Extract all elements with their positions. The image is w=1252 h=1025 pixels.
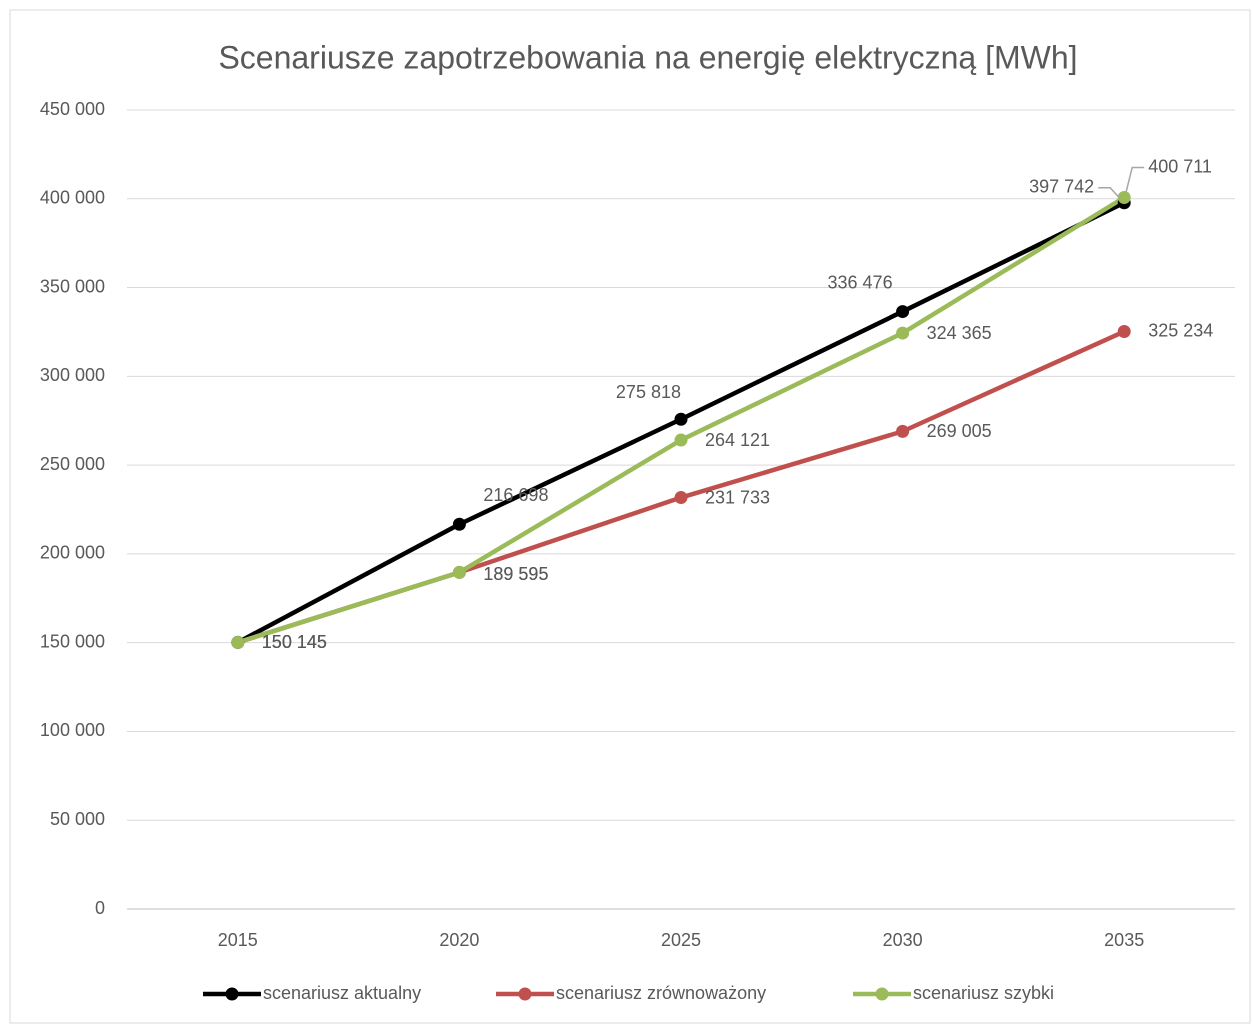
data-point <box>452 517 466 531</box>
y-tick-label: 0 <box>95 898 105 918</box>
data-point <box>452 565 466 579</box>
leader-line <box>1098 187 1121 200</box>
legend-label: scenariusz szybki <box>913 983 1054 1003</box>
data-label: 397 742 <box>1029 177 1094 197</box>
data-point <box>896 424 910 438</box>
data-label: 150 145 <box>262 632 327 652</box>
data-point <box>674 491 688 505</box>
y-tick-label: 350 000 <box>40 276 105 296</box>
data-label: 336 476 <box>828 272 893 292</box>
data-point <box>1117 325 1131 339</box>
data-point <box>231 635 245 649</box>
data-point <box>896 326 910 340</box>
data-label: 324 365 <box>927 323 992 343</box>
data-point <box>896 305 910 319</box>
y-tick-label: 100 000 <box>40 720 105 740</box>
y-tick-label: 300 000 <box>40 365 105 385</box>
y-tick-label: 250 000 <box>40 454 105 474</box>
x-tick-label: 2030 <box>883 930 923 950</box>
data-point <box>674 433 688 447</box>
x-tick-label: 2035 <box>1104 930 1144 950</box>
data-point <box>1117 191 1131 205</box>
chart-title: Scenariusze zapotrzebowania na energię e… <box>218 39 1077 75</box>
legend-marker <box>518 987 532 1001</box>
y-tick-label: 150 000 <box>40 631 105 651</box>
data-label: 189 595 <box>483 564 548 584</box>
y-tick-label: 200 000 <box>40 543 105 563</box>
data-point <box>674 412 688 426</box>
legend-marker <box>875 987 889 1001</box>
data-label: 400 711 <box>1148 156 1212 176</box>
x-tick-label: 2015 <box>218 930 258 950</box>
data-label: 231 733 <box>705 487 770 507</box>
legend-label: scenariusz zrównoważony <box>556 983 766 1003</box>
data-label: 269 005 <box>927 421 992 441</box>
data-label: 189 595 <box>483 564 548 584</box>
y-tick-label: 50 000 <box>50 809 105 829</box>
data-label: 216 698 <box>483 485 548 505</box>
x-tick-label: 2020 <box>439 930 479 950</box>
data-label: 150 145 <box>262 632 327 652</box>
data-label: 275 818 <box>616 382 681 402</box>
data-label: 325 234 <box>1148 320 1213 340</box>
y-tick-label: 450 000 <box>40 99 105 119</box>
legend-marker <box>225 987 239 1001</box>
data-label: 150 145 <box>262 632 327 652</box>
y-tick-label: 400 000 <box>40 188 105 208</box>
data-label: 264 121 <box>705 430 770 450</box>
leader-line <box>1125 166 1145 192</box>
legend-label: scenariusz aktualny <box>263 983 421 1003</box>
x-tick-label: 2025 <box>661 930 701 950</box>
